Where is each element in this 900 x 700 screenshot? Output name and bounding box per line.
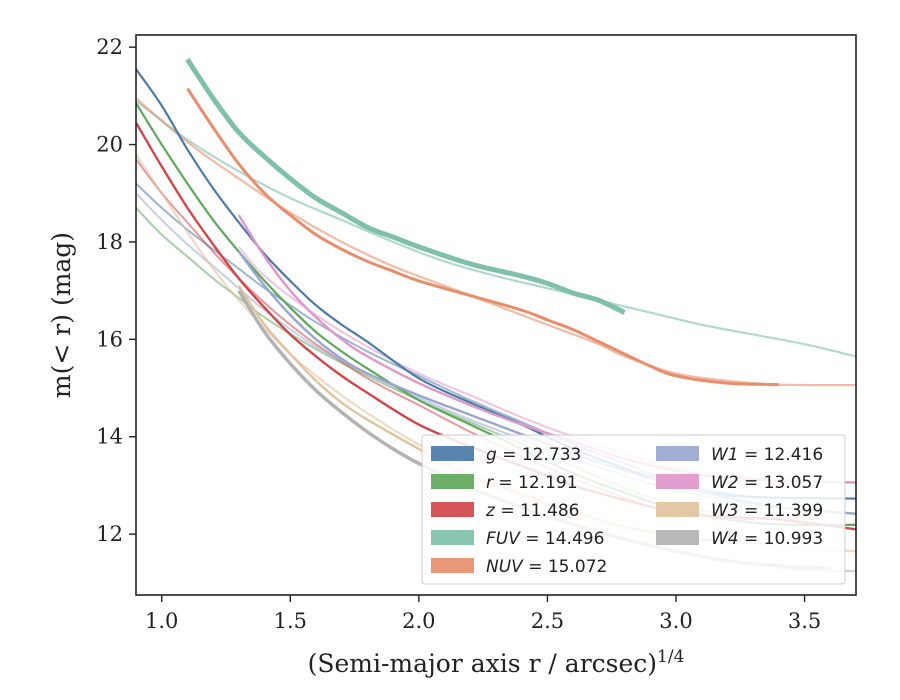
- legend-band-value: = 12.733: [497, 445, 582, 465]
- legend-swatch-z: [431, 502, 474, 517]
- x-tick-label: 1.5: [274, 609, 307, 633]
- legend-swatch-w2: [656, 474, 699, 489]
- series-nuv-curve-1: [186, 87, 779, 387]
- x-tick-label: 1.0: [145, 609, 178, 633]
- x-tick-label: 3.0: [659, 609, 692, 633]
- x-tick-label: 2.5: [531, 609, 564, 633]
- legend-swatch-nuv: [431, 558, 474, 573]
- legend-band-value: = 10.993: [739, 529, 824, 549]
- legend-band-value: = 13.057: [739, 473, 824, 493]
- legend-swatch-w3: [656, 502, 699, 517]
- legend-band-value: = 11.399: [739, 501, 824, 521]
- legend-band-value: = 12.191: [493, 473, 578, 493]
- series-fuv-curve-1: [185, 57, 626, 315]
- legend-swatch-g: [431, 446, 474, 461]
- legend-label-g: g = 12.733: [486, 445, 581, 465]
- legend-band-name: FUV: [486, 529, 521, 549]
- y-axis-title: m(< r) (mag): [47, 232, 76, 398]
- y-tick-label: 14: [96, 425, 123, 449]
- legend-label-w4: W4 = 10.993: [711, 529, 823, 549]
- legend-band-name: r: [486, 473, 494, 493]
- series-nuv-curve-2: [136, 97, 856, 387]
- y-tick-label: 12: [96, 522, 123, 546]
- plot-frame: [135, 34, 857, 596]
- legend-band-name: z: [485, 501, 496, 521]
- legend-band-name: W2: [711, 473, 739, 493]
- legend-band-name: g: [486, 445, 497, 465]
- y-axis: 12 14 16 18 20 22: [96, 35, 136, 546]
- y-tick-label: 22: [96, 35, 123, 59]
- legend-label-z: z = 11.486: [485, 501, 579, 521]
- legend-band-name: NUV: [486, 557, 524, 577]
- y-tick-label: 18: [96, 230, 123, 254]
- legend-swatch-w4: [656, 530, 699, 545]
- legend-label-nuv: NUV = 15.072: [486, 557, 607, 577]
- x-tick-label: 3.5: [788, 609, 821, 633]
- legend-band-name: W1: [711, 445, 739, 465]
- x-axis-title: (Semi-major axis r / arcsec)1/4: [308, 647, 685, 678]
- legend-label-r: r = 12.191: [486, 473, 578, 493]
- y-tick-label: 20: [96, 133, 123, 157]
- legend-swatch-w1: [656, 446, 699, 461]
- y-tick-label: 16: [96, 327, 123, 351]
- legend-swatch-r: [431, 474, 474, 489]
- legend-band-name: W4: [711, 529, 739, 549]
- legend-band-value: = 15.072: [523, 557, 608, 577]
- legend-swatch-fuv: [431, 530, 474, 545]
- legend-label-fuv: FUV = 14.496: [486, 529, 604, 549]
- x-tick-label: 2.0: [402, 609, 435, 633]
- legend-label-w3: W3 = 11.399: [711, 501, 823, 521]
- legend-band-value: = 14.496: [520, 529, 605, 549]
- legend-band-value: = 12.416: [739, 445, 824, 465]
- legend-label-w1: W1 = 12.416: [711, 445, 823, 465]
- x-axis: 1.0 1.5 2.0 2.5 3.0 3.5: [145, 595, 821, 633]
- legend-band-name: W3: [711, 501, 739, 521]
- legend-label-w2: W2 = 13.057: [711, 473, 823, 493]
- legend-band-value: = 11.486: [495, 501, 580, 521]
- legend-box: [421, 434, 846, 585]
